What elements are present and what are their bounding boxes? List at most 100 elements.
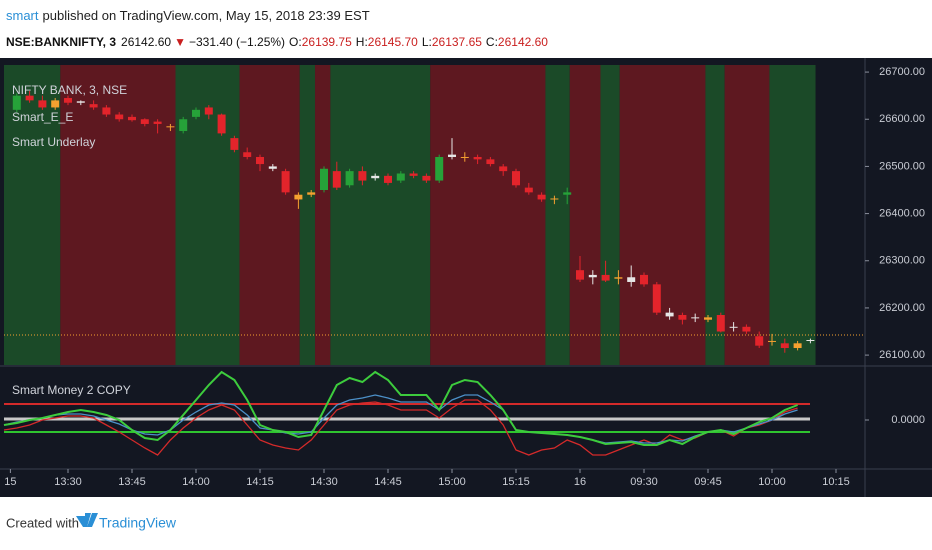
x-tick-label: 15:00 xyxy=(438,476,466,488)
ohlc-value: 26139.75 xyxy=(302,35,352,49)
footer: Created with TradingView xyxy=(6,513,177,531)
candle-body xyxy=(435,156,444,181)
y-tick-label: 26600.00 xyxy=(879,113,925,125)
publish-line: smart published on TradingView.com, May 1… xyxy=(6,8,370,23)
candle-body xyxy=(550,198,559,200)
candle-body xyxy=(102,107,111,115)
candle-body xyxy=(780,343,789,349)
candle-body xyxy=(614,277,623,279)
x-tick-label: 16 xyxy=(574,476,586,488)
signal-band xyxy=(619,65,706,365)
y-tick-label: 26500.00 xyxy=(879,160,925,172)
ohlc-label: O: xyxy=(289,35,302,49)
signal-band xyxy=(600,65,620,365)
candle-body xyxy=(448,154,456,157)
signal-band xyxy=(299,65,316,365)
candle-body xyxy=(345,171,354,186)
signal-band xyxy=(175,65,240,365)
candle-body xyxy=(588,274,597,278)
candle-body xyxy=(486,159,495,165)
candle-body xyxy=(729,326,738,328)
candle-body xyxy=(716,315,725,332)
x-tick-label: 14:15 xyxy=(246,476,274,488)
y-tick-label: 26400.00 xyxy=(879,207,925,219)
candle-body xyxy=(115,114,124,120)
candle-body xyxy=(307,192,316,195)
signal-band xyxy=(330,65,431,365)
candle-body xyxy=(793,343,802,349)
candle-body xyxy=(806,340,815,341)
candle-body xyxy=(473,156,482,160)
ohlc-label: L: xyxy=(422,35,432,49)
candle-body xyxy=(89,104,98,108)
candle-body xyxy=(12,95,21,110)
candle-body xyxy=(358,171,367,181)
ohlc-label: H: xyxy=(356,35,368,49)
candle-body xyxy=(691,317,700,319)
candle-body xyxy=(755,336,764,346)
signal-band xyxy=(430,65,546,365)
signal-band xyxy=(769,65,816,365)
indicator-title: Smart Money 2 COPY xyxy=(12,383,131,397)
candle-body xyxy=(281,171,290,193)
ohlc-label: C: xyxy=(486,35,498,49)
candle-body xyxy=(652,284,661,313)
author[interactable]: smart xyxy=(6,8,39,23)
candle-body xyxy=(768,340,776,342)
x-tick-label: 14:00 xyxy=(182,476,210,488)
candle-body xyxy=(166,126,175,128)
ohlc-value: 26137.65 xyxy=(432,35,482,49)
candle-body xyxy=(524,187,533,193)
candle-body xyxy=(563,192,572,195)
signal-band xyxy=(545,65,570,365)
signal-band xyxy=(60,65,176,365)
candle-body xyxy=(25,95,34,101)
y-tick-label: 0.0000 xyxy=(891,414,925,426)
candle-body xyxy=(204,107,213,115)
change: −331.40 (−1.25%) xyxy=(189,35,285,49)
candle-body xyxy=(537,194,546,200)
candle-body xyxy=(294,194,303,200)
pane-label: NIFTY BANK, 3, NSE xyxy=(12,83,127,97)
indicator-line xyxy=(3,370,798,446)
x-tick-label: 13:45 xyxy=(118,476,146,488)
y-tick-label: 26700.00 xyxy=(879,66,925,78)
pane-label: Smart Underlay xyxy=(12,135,95,149)
x-tick-label: 10:00 xyxy=(758,476,786,488)
y-tick-label: 26100.00 xyxy=(879,349,925,361)
candle-body xyxy=(640,274,648,285)
ohlc-value: 26142.60 xyxy=(498,35,548,49)
candle-body xyxy=(601,274,610,281)
candle-body xyxy=(627,277,636,282)
candle-body xyxy=(268,166,277,169)
candle-body xyxy=(396,173,405,181)
indicator-line xyxy=(3,399,798,456)
ohlc-value: 26145.70 xyxy=(368,35,418,49)
candle-body xyxy=(192,109,200,117)
x-tick-label: 09:30 xyxy=(630,476,658,488)
candle-body xyxy=(384,175,392,183)
signal-band xyxy=(569,65,601,365)
candle-body xyxy=(704,317,712,320)
candle-body xyxy=(128,116,136,121)
candle-body xyxy=(38,100,47,108)
y-tick-label: 26300.00 xyxy=(879,255,925,267)
candle-body xyxy=(409,173,418,176)
x-tick-label: 15:15 xyxy=(502,476,530,488)
x-tick-label: 10:15 xyxy=(822,476,850,488)
pane-label: Smart_E_E xyxy=(12,110,73,124)
signal-band xyxy=(705,65,725,365)
y-tick-label: 26200.00 xyxy=(879,302,925,314)
candle-body xyxy=(678,315,687,320)
price: 26142.60 xyxy=(121,35,171,49)
candle-body xyxy=(256,156,264,165)
signal-band xyxy=(724,65,770,365)
candle-body xyxy=(230,138,239,150)
symbol: NSE:BANKNIFTY, 3 xyxy=(6,35,116,49)
x-tick-label: 14:45 xyxy=(374,476,402,488)
candle-body xyxy=(153,121,162,124)
x-tick-label: 13:30 xyxy=(54,476,82,488)
footer-brand[interactable]: TradingView xyxy=(99,515,177,531)
